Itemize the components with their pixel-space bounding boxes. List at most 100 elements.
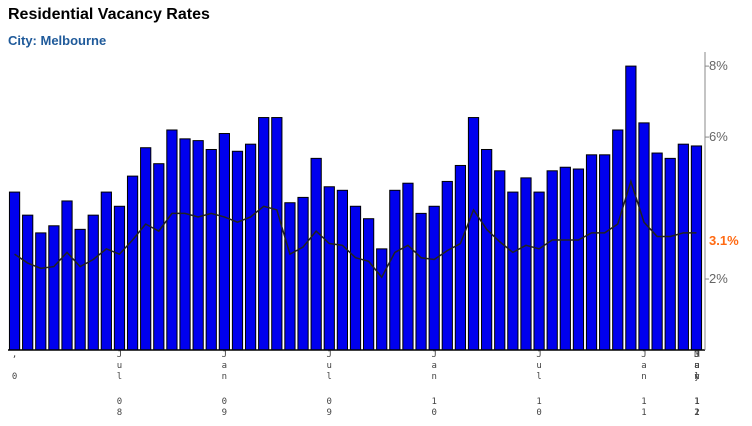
- bar: [153, 163, 165, 351]
- bar: [363, 218, 375, 351]
- x-tick-char: a: [222, 361, 227, 371]
- y-tick-label: 2%: [709, 271, 728, 286]
- bar: [559, 166, 571, 351]
- x-tick-char: 1: [694, 397, 699, 407]
- x-tick-char: ,: [12, 350, 17, 360]
- x-tick-char: 1: [431, 397, 436, 407]
- x-tick-char: a: [694, 361, 699, 371]
- x-tick-char: 1: [694, 397, 699, 407]
- bar: [87, 214, 99, 351]
- bar: [428, 205, 440, 351]
- bar: [8, 191, 21, 351]
- bar: [258, 117, 270, 351]
- x-tick-char: J: [536, 350, 541, 360]
- bar: [572, 168, 585, 351]
- x-tick-char: 1: [536, 397, 541, 407]
- x-tick-char: a: [641, 361, 646, 371]
- x-tick-char: y: [694, 372, 700, 382]
- bar: [585, 154, 598, 351]
- y-tick-label: 8%: [709, 58, 728, 73]
- x-tick-char: 0: [327, 397, 332, 407]
- x-tick-char: l: [536, 372, 541, 382]
- bar: [205, 148, 217, 351]
- x-tick-char: 1: [694, 408, 699, 418]
- bar: [467, 117, 480, 351]
- bar: [533, 191, 545, 351]
- current-value-group: 3.1%: [709, 233, 739, 248]
- x-tick-char: u: [694, 361, 699, 371]
- bar: [677, 143, 689, 351]
- y-tick-label: 6%: [709, 129, 728, 144]
- x-tick-char: J: [222, 350, 227, 360]
- x-tick-char: J: [694, 350, 699, 360]
- bar: [612, 129, 624, 351]
- x-tick-char: 0: [12, 372, 17, 382]
- x-tick-char: u: [327, 361, 332, 371]
- chart-subtitle: City: Melbourne: [8, 33, 107, 48]
- trend-line: [14, 178, 697, 279]
- bar: [376, 248, 388, 351]
- bar: [284, 202, 296, 351]
- bar: [179, 138, 191, 351]
- x-tick-char: 0: [117, 397, 122, 407]
- bar: [74, 228, 86, 351]
- bar: [441, 180, 453, 351]
- x-tick-char: 8: [117, 408, 122, 418]
- current-value-label: 3.1%: [709, 233, 739, 248]
- chart-title: Residential Vacancy Rates: [8, 6, 210, 23]
- bar: [349, 205, 362, 351]
- x-tick-char: u: [536, 361, 541, 371]
- x-tick-char: 9: [327, 408, 332, 418]
- bar: [520, 177, 532, 351]
- bar: [638, 122, 650, 351]
- x-tick-char: J: [641, 350, 646, 360]
- x-tick-char: n: [222, 372, 227, 382]
- x-tick-char: 1: [641, 408, 646, 418]
- line-series: [14, 178, 697, 279]
- bar: [690, 145, 703, 351]
- bar: [22, 214, 34, 351]
- bar: [389, 189, 401, 351]
- x-tick-char: l: [694, 372, 699, 382]
- x-tick-char: J: [117, 350, 122, 360]
- x-tick-char: n: [694, 372, 699, 382]
- bar: [113, 205, 126, 351]
- bar: [310, 157, 322, 351]
- bar: [48, 225, 60, 351]
- bar: [231, 150, 244, 351]
- x-tick-char: 1: [694, 397, 699, 407]
- bar: [126, 175, 139, 351]
- x-tick-char: 2: [694, 408, 699, 418]
- x-tick-char: J: [327, 350, 332, 360]
- bar: [166, 129, 178, 351]
- x-tick-char: a: [431, 361, 436, 371]
- bar: [546, 170, 558, 351]
- bar: [481, 148, 493, 351]
- x-tick-char: n: [431, 372, 436, 382]
- x-tick-char: M: [694, 350, 700, 360]
- x-tick-char: 1: [641, 397, 646, 407]
- bar: [651, 152, 663, 351]
- bar: [35, 232, 47, 351]
- bar: [664, 157, 676, 351]
- bar: [494, 170, 506, 351]
- x-tick-char: J: [694, 350, 699, 360]
- bar: [454, 164, 467, 351]
- bar: [100, 191, 112, 351]
- x-tick-char: 2: [694, 408, 699, 418]
- bar: [244, 143, 257, 351]
- y-axis-ticks: 2% 6% 8%: [705, 58, 728, 286]
- bar: [61, 200, 73, 351]
- bar: [271, 117, 283, 351]
- x-tick-char: 0: [431, 408, 436, 418]
- x-tick-char: l: [117, 372, 122, 382]
- x-tick-char: 9: [222, 408, 227, 418]
- bar: [140, 147, 152, 351]
- x-tick-char: l: [327, 372, 332, 382]
- x-axis-ticks: ,0Jul08Jan09Jul09Jan10Jul10Jan11Jul11Jan…: [12, 350, 700, 418]
- x-tick-char: 0: [222, 397, 227, 407]
- x-tick-char: 0: [536, 408, 541, 418]
- bar: [336, 189, 348, 351]
- x-tick-char: n: [641, 372, 646, 382]
